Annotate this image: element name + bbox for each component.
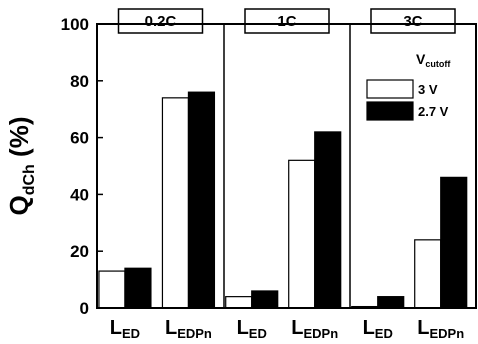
x-axis-labels: LED LEDPn LED LEDPn LED LEDPn <box>110 317 464 341</box>
x-label-sub: EDPn <box>429 326 464 341</box>
y-title-main: Q <box>4 195 34 215</box>
legend-title: Vcutoff <box>416 51 451 69</box>
x-label-main: L <box>237 317 249 339</box>
y-axis: 0 20 40 60 80 100 <box>61 15 103 318</box>
panel-label-box-0.2C <box>117 8 204 34</box>
legend-label-0: 3 V <box>418 82 438 97</box>
x-label-main: L <box>165 317 177 339</box>
bars-layer <box>98 91 468 309</box>
panel-label-box-1C <box>244 8 330 34</box>
y-tick-label-60: 60 <box>70 129 89 148</box>
y-title-sub: dCh <box>21 164 38 195</box>
legend: Vcutoff 3 V 2.7 V <box>366 51 451 121</box>
bar-1C-LEDPn-3V <box>288 159 316 309</box>
y-tick-label-20: 20 <box>70 242 89 261</box>
panel-label-1C: 1C <box>277 13 296 30</box>
bar-0.2C-LEDPn-3V <box>161 97 190 309</box>
legend-swatch-1 <box>366 101 414 121</box>
panel-label-0.2C: 0.2C <box>145 13 177 30</box>
panel-labels: 0.2C 1C 3C <box>117 8 456 34</box>
bar-0.2C-LED-2.7V <box>124 267 152 309</box>
bar-0.2C-LED-3V <box>98 270 126 309</box>
bar-1C-LED-2.7V <box>251 290 279 309</box>
x-label-sub: ED <box>249 326 267 341</box>
legend-label-1: 2.7 V <box>418 104 449 119</box>
bar-1C-LED-3V <box>225 296 253 309</box>
x-label-sub: ED <box>375 326 393 341</box>
panel-label-3C: 3C <box>403 13 422 30</box>
bar-0.2C-LEDPn-2.7V <box>187 91 216 309</box>
panel-dividers <box>223 24 351 308</box>
y-tick-label-100: 100 <box>61 15 89 34</box>
y-tick-label-40: 40 <box>70 185 89 204</box>
x-label-3C-ED: LED <box>363 317 393 341</box>
y-axis-title: QdCh (%) <box>4 116 38 215</box>
y-tick-label-80: 80 <box>70 72 89 91</box>
x-label-sub: ED <box>122 326 140 341</box>
plot-frame <box>96 23 477 309</box>
x-label-main: L <box>110 317 122 339</box>
panel-label-box-3C <box>370 8 456 34</box>
bar-1C-LEDPn-2.7V <box>314 131 342 309</box>
x-label-1C-EDPn: LEDPn <box>291 317 338 341</box>
x-label-3C-EDPn: LEDPn <box>417 317 464 341</box>
legend-title-sub: cutoff <box>425 59 451 69</box>
y-tick-label-0: 0 <box>80 299 89 318</box>
x-label-main: L <box>363 317 375 339</box>
x-label-sub: EDPn <box>177 326 212 341</box>
legend-title-main: V <box>416 51 426 67</box>
legend-swatch-0 <box>366 79 414 99</box>
bar-3C-LED-2.7V <box>377 296 405 309</box>
x-label-sub: EDPn <box>303 326 338 341</box>
x-label-0.2C-ED: LED <box>110 317 140 341</box>
bar-3C-LEDPn-2.7V <box>440 176 468 309</box>
x-label-0.2C-EDPn: LEDPn <box>165 317 212 341</box>
y-title-unit: (%) <box>4 116 34 164</box>
x-label-1C-ED: LED <box>237 317 267 341</box>
bar-3C-LEDPn-3V <box>414 239 442 309</box>
x-label-main: L <box>417 317 429 339</box>
x-label-main: L <box>291 317 303 339</box>
